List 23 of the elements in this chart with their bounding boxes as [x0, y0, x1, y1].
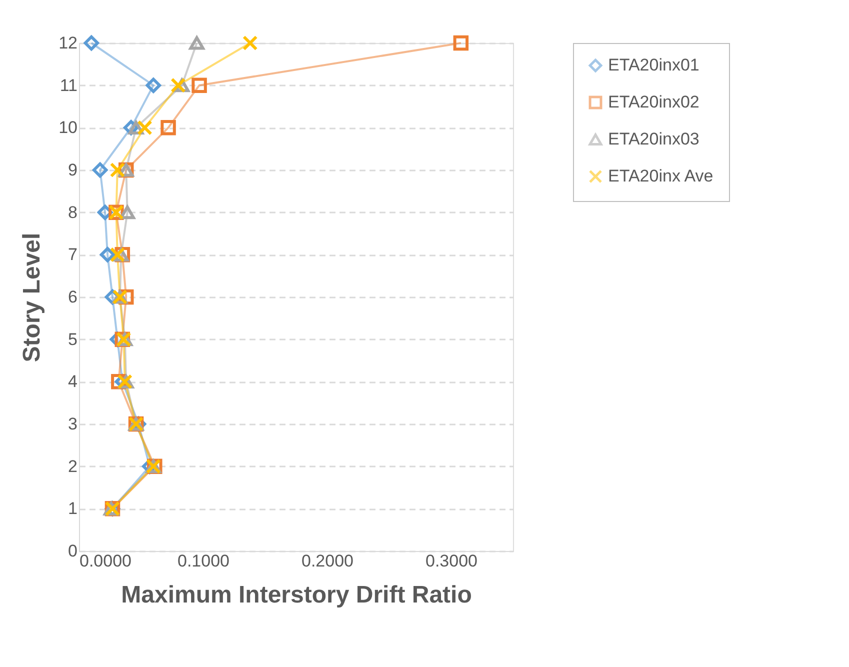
x-tick-label: 0.1000	[178, 552, 230, 570]
y-tick-label: 7	[68, 245, 78, 264]
y-tick-label: 2	[68, 456, 78, 476]
legend-label: ETA20inx01	[608, 56, 700, 74]
y-tick-label: 4	[68, 372, 78, 392]
y-tick-label: 3	[68, 414, 78, 434]
y-tick-label: 5	[68, 330, 78, 349]
y-tick-label: 9	[68, 160, 78, 180]
y-tick-label: 0	[68, 542, 78, 560]
legend-label: ETA20inx Ave	[608, 166, 714, 186]
y-tick-label: 10	[58, 118, 78, 138]
y-axis-title: Story Level	[18, 232, 46, 362]
y-tick-label: 12	[58, 34, 78, 52]
y-tick-label: 6	[68, 288, 78, 306]
x-tick-label: 0.0000	[80, 552, 132, 570]
x-axis-title: Maximum Interstory Drift Ratio	[121, 582, 472, 608]
x-tick-label: 0.3000	[426, 552, 478, 570]
legend-label: ETA20inx03	[608, 130, 700, 148]
y-tick-label: 11	[60, 76, 78, 95]
x-tick-label: 0.2000	[302, 552, 354, 570]
legend-label: ETA20inx02	[608, 92, 700, 112]
y-tick-label: 8	[68, 202, 78, 222]
y-tick-label: 1	[68, 499, 78, 518]
